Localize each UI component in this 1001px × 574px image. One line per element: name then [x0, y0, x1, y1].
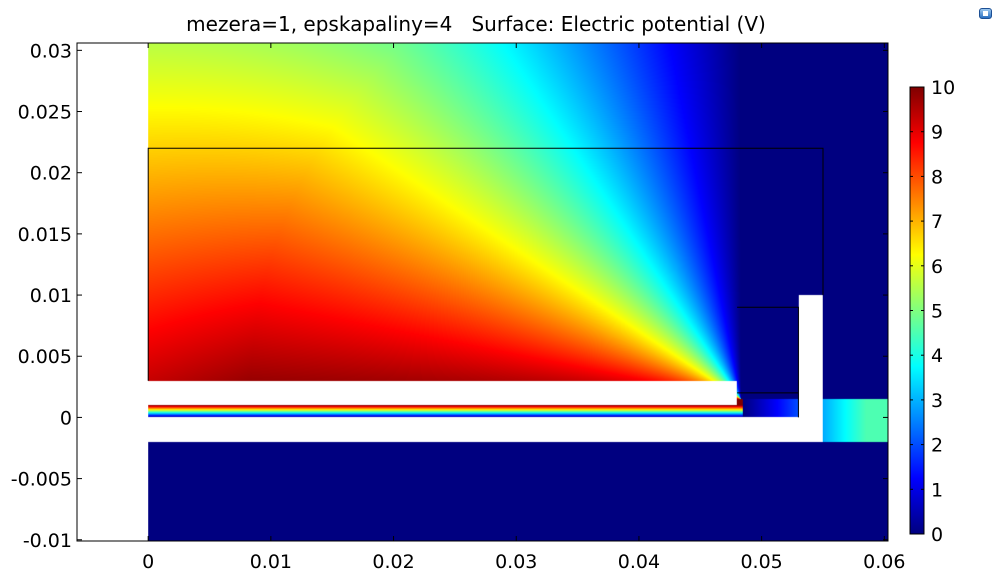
- colorbar-tick-label: 6: [931, 256, 943, 278]
- potential-surface: [148, 43, 888, 541]
- y-tick-label: -0.005: [11, 469, 72, 491]
- y-tick-label: 0.005: [18, 346, 72, 368]
- y-tick-label: 0.015: [18, 224, 72, 246]
- colorbar-tick-label: 2: [931, 435, 943, 457]
- colorbar-tick-label: 4: [931, 345, 943, 367]
- boundary-outline: [147, 147, 824, 381]
- x-tick-label: 0.02: [372, 551, 414, 573]
- window-app-icon[interactable]: [979, 8, 992, 19]
- y-tick-label: 0.01: [30, 285, 72, 307]
- plot-frame: [76, 42, 889, 542]
- colorbar-tick-label: 5: [931, 301, 943, 323]
- y-tick-label: 0.02: [30, 163, 72, 185]
- x-tick-label: 0: [142, 551, 154, 573]
- colorbar-tick-label: 8: [931, 166, 943, 188]
- x-tick-label: 0.01: [250, 551, 292, 573]
- colorbar-tick-label: 10: [931, 77, 955, 99]
- colorbar-tick-label: 1: [931, 479, 943, 501]
- colorbar-tick-label: 9: [931, 122, 943, 144]
- colorbar-tick-label: 3: [931, 390, 943, 412]
- x-tick-label: 0.04: [618, 551, 660, 573]
- chart-title: mezera=1, epskapaliny=4 Surface: Electri…: [186, 12, 766, 36]
- colorbar-tick-label: 7: [931, 211, 943, 233]
- y-tick-label: 0.025: [18, 102, 72, 124]
- boundary-outline: [737, 306, 799, 418]
- y-tick-label: 0.03: [30, 40, 72, 62]
- y-tick-label: 0: [60, 407, 72, 429]
- x-tick-label: 0.06: [863, 551, 905, 573]
- colorbar-tick-label: 0: [931, 524, 943, 546]
- y-tick-label: -0.01: [23, 530, 72, 552]
- x-tick-label: 0.03: [495, 551, 537, 573]
- x-tick-label: 0.05: [740, 551, 782, 573]
